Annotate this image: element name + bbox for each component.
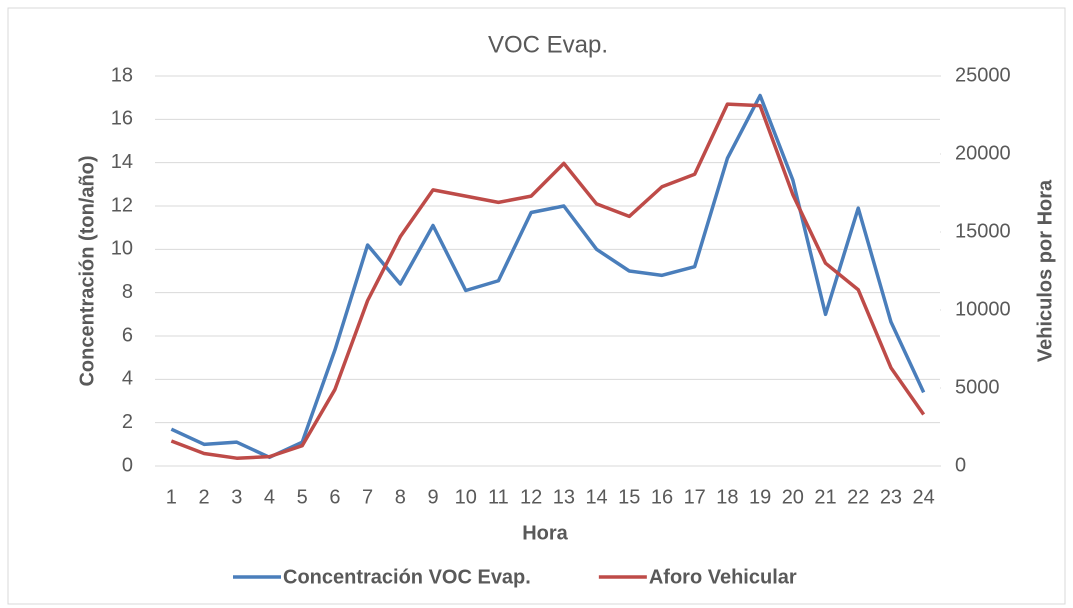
x-tick-label: 22	[847, 486, 869, 508]
x-tick-label: 3	[231, 486, 242, 508]
x-tick-label: 20	[782, 486, 804, 508]
x-tick-label: 21	[814, 486, 836, 508]
x-tick-label: 4	[264, 486, 275, 508]
x-tick-label: 15	[618, 486, 640, 508]
x-tick-label: 23	[880, 486, 902, 508]
x-tick-label: 5	[297, 486, 308, 508]
x-tick-label: 17	[684, 486, 706, 508]
y2-tick-label: 25000	[955, 64, 1011, 86]
series-line	[170, 102, 926, 460]
y-tick-label: 14	[111, 151, 133, 173]
x-tick-label: 6	[329, 486, 340, 508]
y-tick-label: 8	[122, 281, 133, 303]
chart-title: VOC Evap.	[488, 31, 608, 58]
y-tick-label: 0	[122, 454, 133, 476]
y2-tick-label: 10000	[955, 298, 1011, 320]
x-tick-label: 10	[455, 486, 477, 508]
y-tick-label: 12	[111, 194, 133, 216]
x-tick-label: 11	[488, 486, 509, 508]
y2-tick-label: 5000	[955, 376, 1000, 398]
x-tick-label: 8	[395, 486, 406, 508]
y-tick-label: 10	[111, 238, 133, 260]
y2-axis-label: Vehiculos por Hora	[1034, 179, 1056, 362]
y-tick-label: 2	[122, 411, 133, 433]
y-axis-label: Concentración (ton/año)	[76, 155, 98, 386]
y-tick-label: 18	[111, 64, 133, 86]
x-tick-label: 24	[913, 486, 935, 508]
x-tick-label: 18	[716, 486, 738, 508]
x-tick-label: 7	[362, 486, 373, 508]
legend-label: Concentración VOC Evap.	[283, 566, 531, 588]
x-tick-label: 9	[427, 486, 438, 508]
x-tick-label: 13	[553, 486, 575, 508]
x-tick-label: 16	[651, 486, 673, 508]
y-tick-label: 6	[122, 324, 133, 346]
y-tick-label: 16	[111, 108, 133, 130]
y2-tick-label: 15000	[955, 220, 1011, 242]
legend-label: Aforo Vehicular	[649, 566, 797, 588]
x-tick-label: 1	[166, 486, 177, 508]
x-tick-label: 2	[199, 486, 210, 508]
x-tick-label: 14	[585, 486, 607, 508]
y2-tick-label: 20000	[955, 142, 1011, 164]
y2-tick-label: 0	[955, 454, 966, 476]
x-axis-label: Hora	[522, 522, 568, 544]
x-tick-label: 12	[520, 486, 542, 508]
y-tick-label: 4	[122, 368, 133, 390]
x-tick-label: 19	[749, 486, 771, 508]
chart-frame	[7, 7, 1066, 605]
